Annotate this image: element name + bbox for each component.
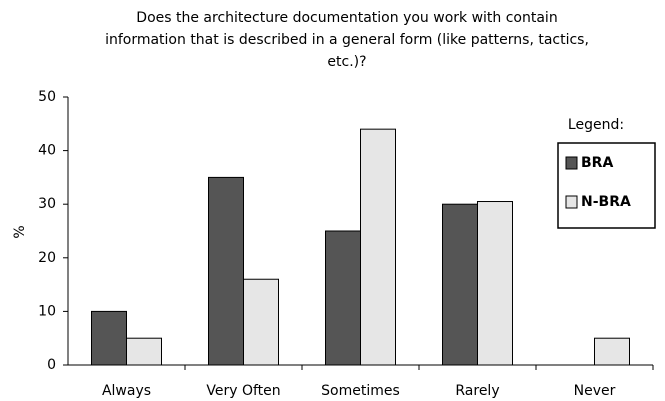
x-tick-label: Never: [574, 383, 616, 399]
bar: [442, 203, 478, 366]
x-tick-label: Very Often: [206, 383, 280, 399]
chart-title: Does the architecture documentation you …: [136, 10, 557, 26]
legend-swatch: [565, 195, 578, 209]
chart-title: etc.)?: [327, 54, 366, 70]
y-axis-label: %: [12, 225, 28, 238]
y-tick-label: 0: [47, 357, 56, 373]
x-tick-label: Sometimes: [321, 383, 400, 399]
bar: [208, 176, 244, 366]
bar: [477, 201, 513, 366]
legend-label: N-BRA: [581, 194, 631, 210]
x-tick-label: Always: [102, 383, 151, 399]
bar: [126, 337, 162, 366]
bar: [91, 310, 127, 366]
y-tick-label: 20: [38, 250, 56, 266]
y-tick-label: 10: [38, 303, 56, 319]
y-tick-label: 30: [38, 196, 56, 212]
y-tick-label: 40: [38, 143, 56, 159]
legend-title: Legend:: [568, 117, 624, 133]
bar: [360, 128, 396, 366]
bar: [325, 230, 361, 366]
legend-label: BRA: [581, 155, 613, 171]
bar: [594, 337, 630, 366]
y-tick-label: 50: [38, 89, 56, 105]
bar: [243, 278, 279, 366]
legend-swatch: [565, 156, 578, 170]
x-tick-label: Rarely: [455, 383, 499, 399]
chart-title: information that is described in a gener…: [105, 32, 589, 48]
